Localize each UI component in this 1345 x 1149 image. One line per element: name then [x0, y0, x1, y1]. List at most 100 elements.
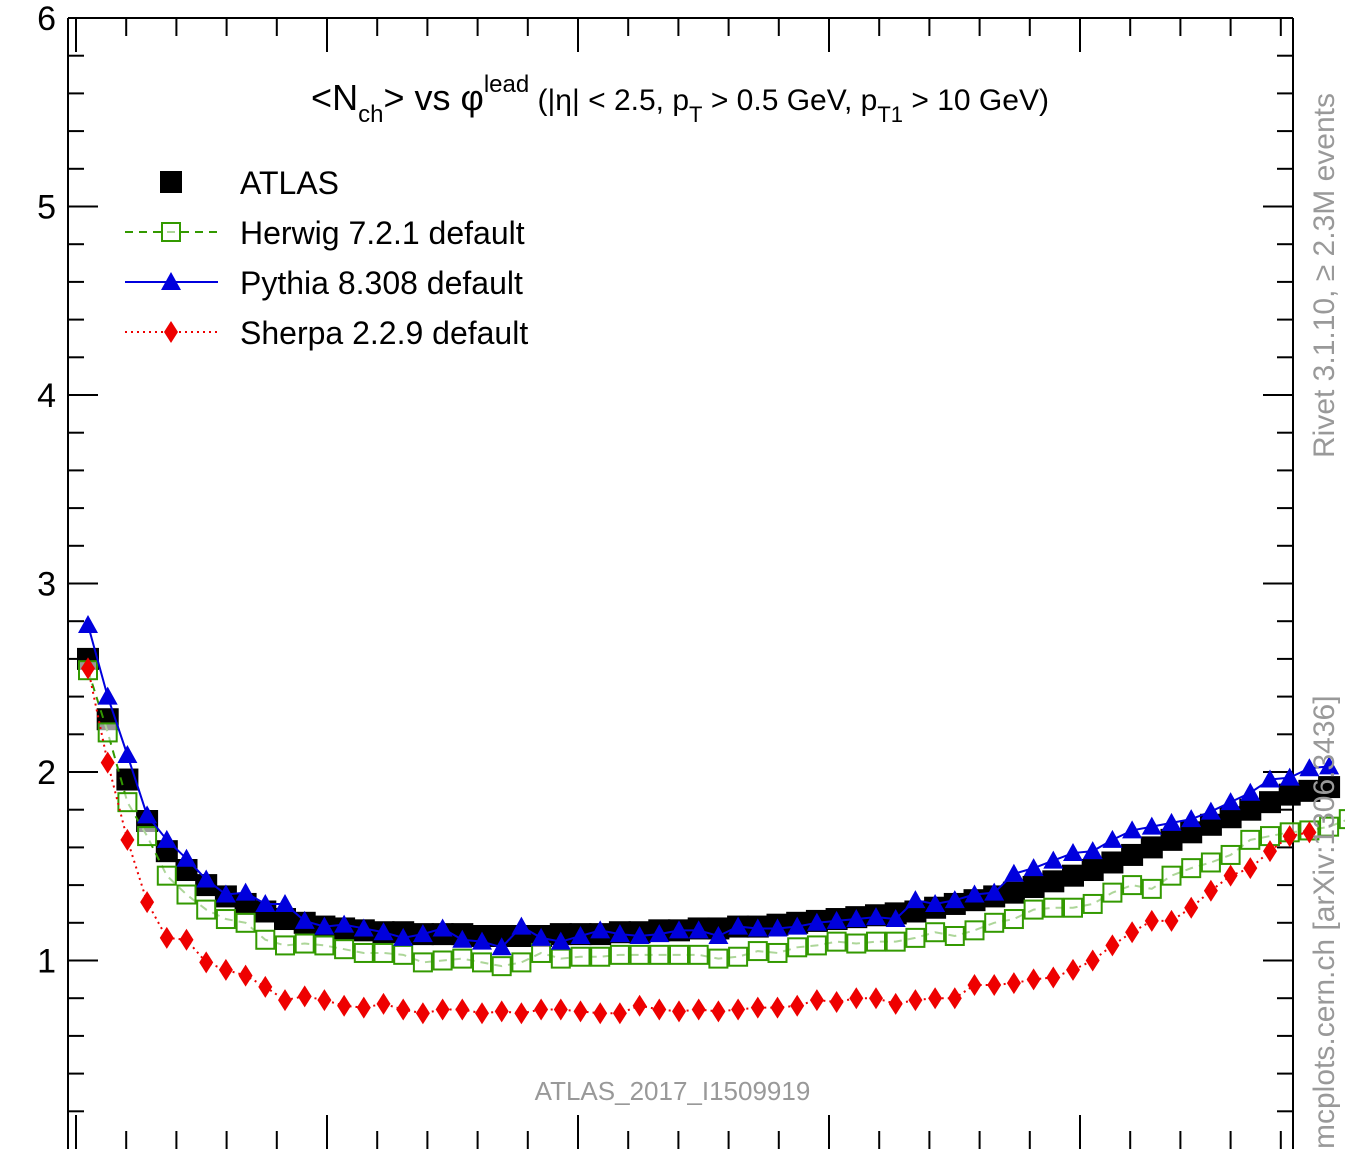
data-point [159, 926, 174, 949]
data-point [1023, 858, 1044, 877]
data-point [550, 948, 571, 969]
data-point [81, 657, 95, 680]
y-tick-label: 6 [37, 0, 56, 38]
data-point [849, 987, 864, 1010]
data-point [1046, 966, 1061, 989]
data-point [731, 998, 746, 1021]
data-point [612, 1002, 627, 1025]
chart-title: <Nch> vs φlead (|η| < 2.5, pT > 0.5 GeV,… [311, 71, 1049, 128]
data-point [570, 946, 591, 967]
data-point [866, 907, 886, 926]
data-point [649, 924, 670, 943]
data-point [770, 996, 785, 1019]
data-point [353, 918, 374, 937]
data-point [156, 865, 177, 886]
data-point [1062, 864, 1084, 887]
data-point [472, 952, 492, 973]
data-point [1181, 858, 1202, 879]
data-point [238, 964, 253, 987]
data-point [294, 910, 315, 929]
y-tick-label: 3 [37, 566, 56, 604]
data-point [1063, 843, 1083, 862]
data-point [826, 910, 847, 929]
data-point [1026, 968, 1041, 991]
data-point [1141, 878, 1162, 899]
data-point [1140, 836, 1163, 859]
data-point [711, 1000, 726, 1023]
legend-label: Sherpa 2.2.9 default [240, 315, 528, 351]
data-point [215, 884, 236, 903]
data-point [1121, 843, 1144, 866]
data-point [275, 893, 295, 912]
data-point [179, 928, 194, 951]
data-point [1299, 758, 1320, 777]
data-point [196, 869, 217, 888]
data-point [1066, 958, 1080, 981]
data-point [944, 925, 965, 946]
data-point [452, 948, 473, 969]
data-point [1160, 828, 1183, 851]
data-point [905, 927, 926, 948]
data-point [534, 998, 549, 1021]
data-point [334, 939, 355, 960]
data-point [97, 722, 118, 743]
data-point [511, 916, 532, 935]
data-point [514, 1002, 529, 1025]
data-point [590, 946, 611, 967]
data-point [984, 912, 1005, 933]
data-point [652, 998, 667, 1021]
data-point [317, 989, 332, 1012]
data-point [629, 944, 650, 965]
data-point [1223, 864, 1238, 887]
data-point [888, 992, 903, 1015]
data-point [790, 994, 805, 1017]
rivet-version-label: Rivet 3.1.10, ≥ 2.3M events [1308, 93, 1341, 458]
data-point [947, 987, 962, 1010]
data-point [984, 882, 1005, 901]
series-herwig [78, 660, 1345, 977]
data-point [747, 941, 768, 962]
data-point [1164, 909, 1179, 932]
data-point [472, 931, 492, 950]
data-point [1260, 769, 1280, 788]
data-point [1239, 798, 1262, 821]
data-point [393, 927, 414, 946]
data-point [1002, 881, 1025, 904]
data-point [100, 751, 115, 774]
data-point [928, 987, 943, 1010]
data-point [1319, 756, 1340, 775]
data-point [1184, 896, 1199, 919]
data-point [1161, 865, 1182, 886]
data-point [1023, 899, 1044, 920]
data-point [1101, 851, 1124, 874]
data-point [964, 884, 985, 903]
data-point [747, 918, 768, 937]
data-point [475, 1002, 489, 1025]
data-point [196, 899, 217, 920]
data-point [396, 998, 411, 1021]
y-tick-label: 1 [37, 943, 56, 981]
data-point [885, 931, 906, 952]
data-point [156, 829, 177, 848]
data-point [117, 792, 138, 813]
data-point [1122, 875, 1143, 896]
data-point [688, 944, 709, 965]
data-point [728, 916, 749, 935]
data-point [376, 992, 391, 1015]
data-point [609, 944, 630, 965]
series-sherpa [81, 657, 1317, 1025]
data-point [353, 942, 374, 963]
data-point [255, 929, 276, 950]
data-point [944, 890, 965, 909]
legend-label: ATLAS [240, 165, 339, 201]
data-point [964, 920, 985, 941]
data-point [140, 891, 155, 914]
data-point [1319, 816, 1340, 837]
data-point [708, 925, 729, 944]
data-point [412, 924, 433, 943]
data-point [160, 171, 182, 193]
data-point [829, 990, 844, 1013]
y-tick-label: 5 [37, 189, 56, 227]
data-point [1102, 829, 1123, 848]
data-point [452, 929, 473, 948]
